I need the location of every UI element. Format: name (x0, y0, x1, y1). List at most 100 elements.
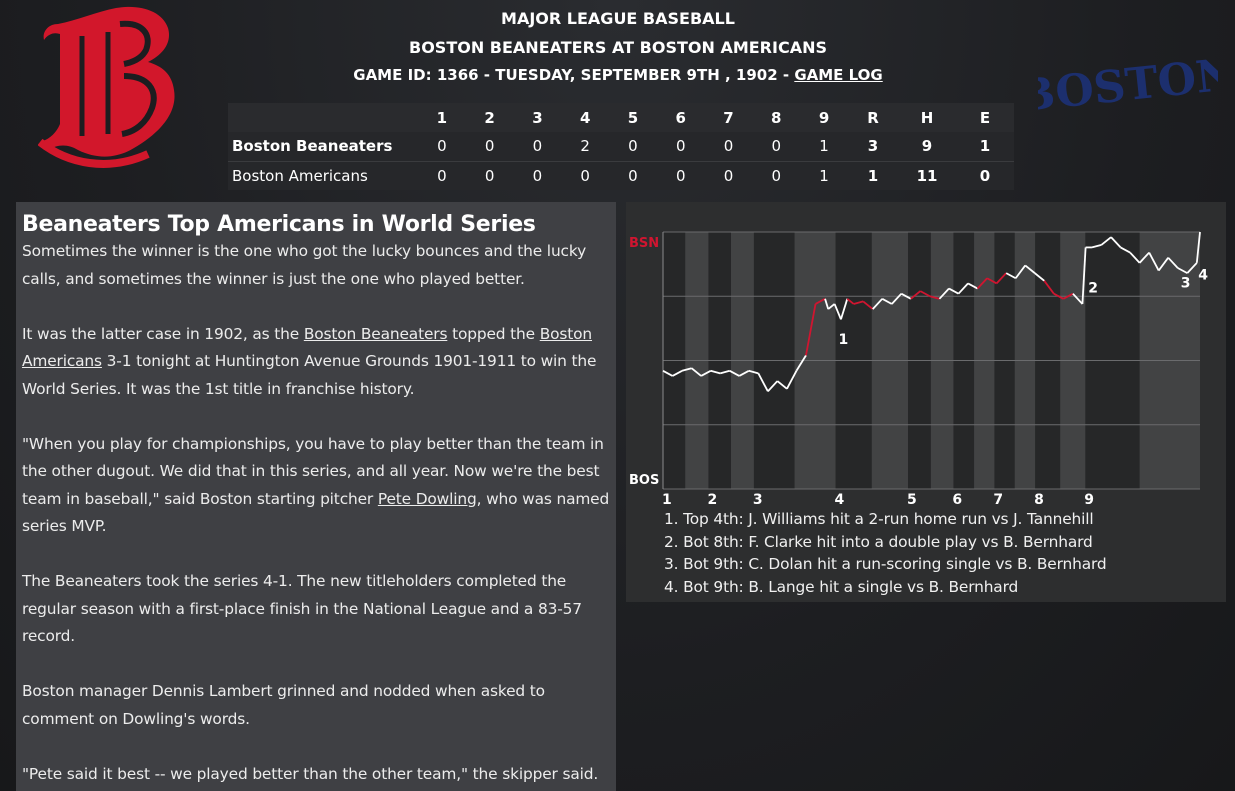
score-cell: 0 (484, 137, 495, 156)
game-recap-article: Beaneaters Top Americans in World Series… (16, 202, 616, 791)
text: "When you play for championships, you ha… (22, 434, 604, 508)
series-segment (795, 354, 807, 372)
event-marker: 1 (839, 332, 849, 348)
article-paragraph: "When you play for championships, you ha… (22, 431, 610, 541)
line-score-table: 1 2 3 4 5 6 7 8 9 R H E Boston Beaneater… (228, 103, 1014, 190)
article-paragraph: "Pete said it best -- we played better t… (22, 764, 599, 783)
score-cell: 0 (656, 160, 705, 190)
col-header: R (867, 108, 879, 127)
series-segment (938, 287, 950, 300)
series-segment (862, 300, 874, 310)
x-tick-label: 7 (993, 492, 1003, 508)
event-marker: 3 (1181, 275, 1191, 291)
game-header: MAJOR LEAGUE BASEBALL BOSTON BEANEATERS … (300, 8, 936, 93)
article-paragraph: Boston manager Dennis Lambert grinned an… (22, 682, 545, 728)
series-segment (786, 370, 798, 390)
series-segment (1005, 272, 1017, 280)
team-column-header (228, 103, 418, 132)
americans-link[interactable]: Boston Americans (22, 324, 593, 371)
score-cell: 0 (609, 160, 657, 190)
score-cell: 0 (465, 160, 514, 190)
text: , who was named series MVP. (22, 489, 610, 536)
series-segment (846, 298, 855, 305)
series-segment (757, 372, 769, 392)
series-segment (767, 380, 779, 392)
series-segment (1195, 231, 1201, 263)
series-segment (805, 303, 817, 356)
matchup-title: BOSTON BEANEATERS AT BOSTON AMERICANS (409, 38, 827, 57)
article-headline: Beaneaters Top Americans in World Series (22, 212, 536, 237)
list-item: 3. Bot 9th: C. Dolan hit a run-scoring s… (664, 555, 1107, 573)
col-header: 7 (723, 108, 734, 127)
series-segment (1024, 264, 1036, 274)
col-header: 9 (818, 108, 830, 127)
col-header: 8 (771, 108, 782, 127)
text: 3-1 tonight at Huntington Avenue Grounds… (22, 352, 597, 398)
series-segment (672, 369, 683, 377)
line-score-header: 1 2 3 4 5 6 7 8 9 R H E (228, 103, 1014, 132)
series-segment (948, 287, 959, 295)
series-segment (853, 300, 864, 305)
series-segment (1148, 252, 1160, 271)
series-segment (1167, 257, 1179, 269)
series-segment (900, 292, 912, 300)
series-segment (1110, 236, 1122, 249)
series-segment (710, 369, 721, 375)
beaneaters-link[interactable]: Boston Beaneaters (303, 324, 448, 343)
series-segment (1014, 264, 1026, 279)
series-segment (1129, 251, 1141, 264)
series-segment (1138, 251, 1150, 264)
series-segment (929, 295, 940, 300)
series-segment (986, 277, 998, 285)
runs-cell: 3 (867, 137, 879, 156)
boston-wordmark: BOSTON (1038, 56, 1218, 120)
col-header: 2 (484, 108, 495, 127)
series-segment (824, 298, 830, 310)
americans-logo-icon: BOSTON (1038, 56, 1218, 120)
score-cell: 0 (675, 137, 686, 156)
score-cell: 0 (513, 160, 562, 190)
score-cell: 0 (418, 160, 466, 190)
x-tick-label: 8 (1034, 492, 1044, 508)
team-name[interactable]: Boston Beaneaters (232, 137, 393, 156)
league-title: MAJOR LEAGUE BASEBALL (501, 9, 735, 28)
series-segment (840, 298, 849, 320)
series-segment (1177, 267, 1188, 274)
list-item: 1. Top 4th: J. Williams hit a 2-run home… (664, 510, 1094, 528)
score-cell: 0 (723, 137, 734, 156)
score-cell: 1 (800, 160, 848, 190)
player-link[interactable]: Pete Dowling (377, 489, 477, 508)
series-segment (967, 282, 979, 290)
series-segment (681, 367, 692, 372)
article-paragraph: The Beaneaters took the series 4-1. The … (22, 572, 582, 645)
score-cell: 2 (580, 137, 590, 156)
series-segment (976, 277, 988, 290)
x-tick-label: 4 (835, 492, 845, 508)
hits-cell: 11 (898, 160, 956, 190)
article-paragraph: Sometimes the winner is the one who got … (22, 242, 587, 288)
col-header: 1 (436, 108, 448, 127)
score-cell: 0 (561, 160, 610, 190)
bottom-team-label: BOS (629, 473, 659, 488)
table-row: Boston Beaneaters 0 0 0 2 0 0 0 0 1 3 9 … (228, 132, 1014, 161)
game-log-link[interactable]: GAME LOG (794, 66, 883, 84)
event-marker: 4 (1198, 268, 1208, 284)
score-cell: 0 (771, 137, 782, 156)
series-segment (776, 380, 788, 390)
beaneaters-logo-icon (38, 6, 175, 168)
key-events-list: 1. Top 4th: J. Williams hit a 2-run home… (664, 508, 1107, 598)
game-id-text: GAME ID: 1366 - TUESDAY, SEPTEMBER 9TH ,… (353, 66, 795, 84)
series-segment (1072, 293, 1084, 305)
x-tick-label: 2 (707, 492, 717, 508)
team-name[interactable]: Boston Americans (228, 160, 418, 190)
x-tick-label: 3 (753, 492, 763, 508)
series-segment (910, 290, 921, 300)
list-item: 4. Bot 9th: B. Lange hit a single vs B. … (664, 577, 1019, 596)
series-segment (881, 298, 893, 305)
series-segment (1186, 262, 1198, 274)
series-segment (1120, 246, 1131, 254)
hits-cell: 9 (921, 137, 933, 156)
series-segment (995, 272, 1007, 285)
errors-cell: 1 (979, 137, 991, 156)
